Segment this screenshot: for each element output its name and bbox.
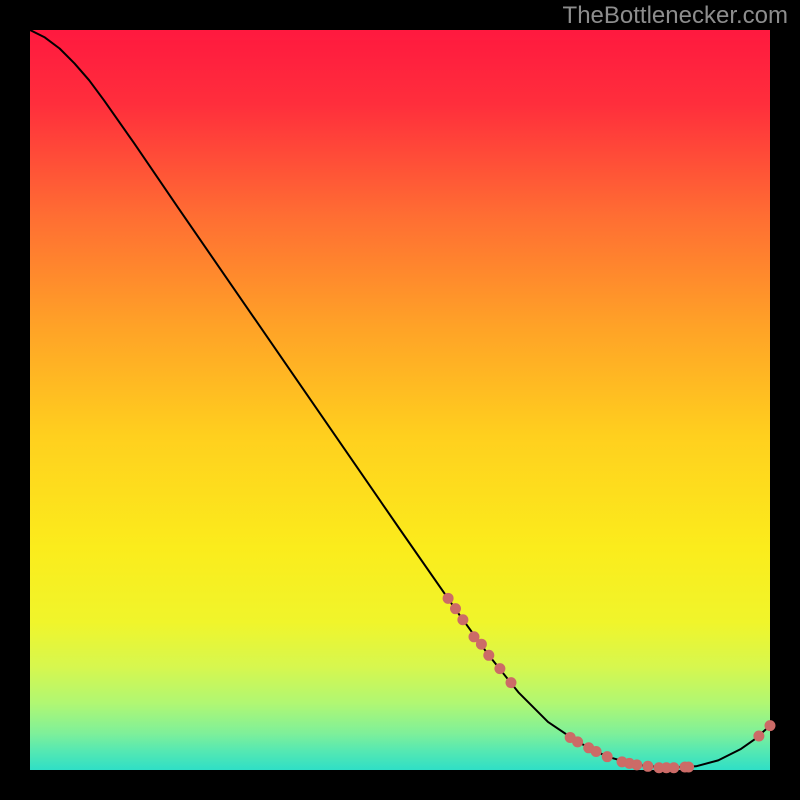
curve-marker [451,604,461,614]
curve-marker [643,761,653,771]
curve-marker [476,639,486,649]
curve-marker [602,752,612,762]
watermark-text: TheBottlenecker.com [563,2,788,30]
bottleneck-curve [30,30,770,768]
curve-marker [669,763,679,773]
curve-markers [443,593,775,772]
curve-marker [484,650,494,660]
curve-marker [684,762,694,772]
curve-marker [469,632,479,642]
curve-marker [591,747,601,757]
curve-marker [573,737,583,747]
curve-marker [754,731,764,741]
curve-marker [443,593,453,603]
curve-marker [458,615,468,625]
curve-marker [632,760,642,770]
plot-area [30,30,770,770]
curve-marker [495,664,505,674]
curve-layer [30,30,770,770]
curve-marker [506,678,516,688]
curve-marker [765,721,775,731]
chart-stage: TheBottlenecker.com [0,0,800,800]
